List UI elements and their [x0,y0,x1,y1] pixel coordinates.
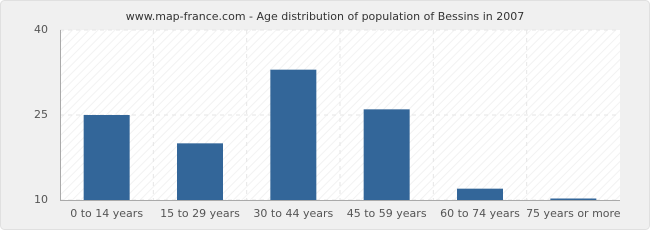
bar [550,198,597,200]
bar [83,115,130,200]
x-tick-label: 60 to 74 years [440,207,520,220]
x-tick-label: 0 to 14 years [70,207,143,220]
x-tick-label: 30 to 44 years [253,207,333,220]
x-tick-label: 15 to 29 years [160,207,240,220]
bar [177,143,223,200]
y-tick-label: 10 [34,193,48,206]
bar [457,188,503,200]
bar [363,109,410,200]
chart-title: www.map-france.com - Age distribution of… [126,10,525,23]
x-tick-label: 75 years or more [526,207,621,220]
x-tick-label: 45 to 59 years [347,207,427,220]
y-tick-label: 25 [34,108,48,121]
chart: www.map-france.com - Age distribution of… [0,0,650,230]
bar [270,69,317,201]
y-tick-label: 40 [34,23,48,36]
